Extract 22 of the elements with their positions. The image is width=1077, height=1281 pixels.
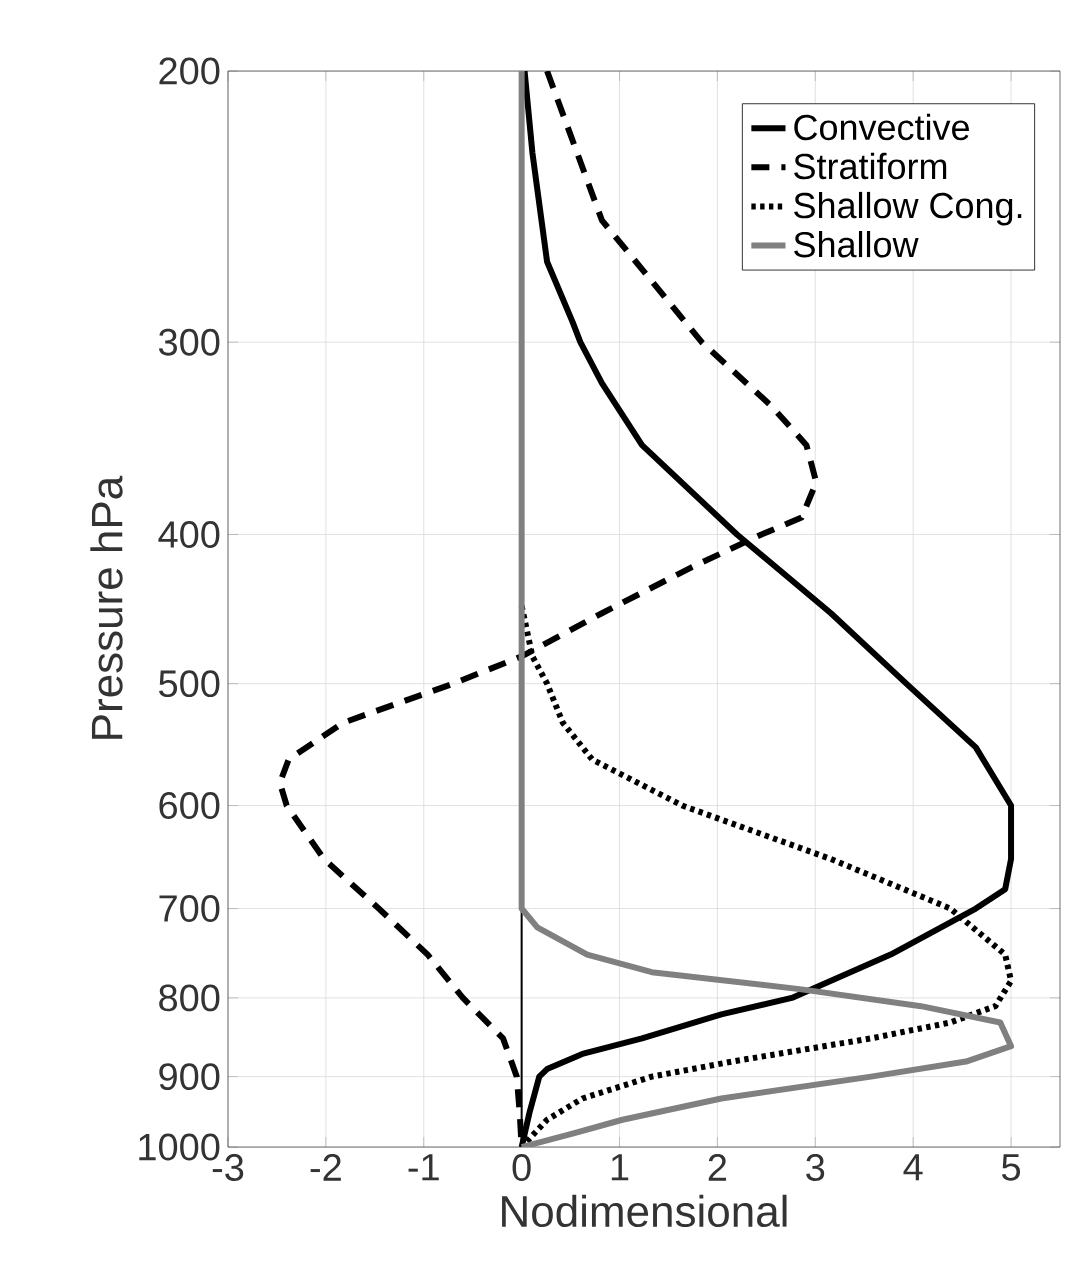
x-axis-title: Nodimensional (502, 1194, 787, 1228)
y-tick-label: 700 (159, 895, 220, 922)
legend-label: Shallow Cong. (794, 191, 1022, 226)
legend-label: Convective (794, 113, 969, 141)
y-axis-title: Pressure hPa (90, 475, 123, 739)
x-tick-label: -1 (408, 1154, 439, 1181)
x-tick-label: 2 (708, 1154, 727, 1181)
legend-label: Stratiform (794, 152, 947, 180)
x-tick-label: 5 (1001, 1154, 1021, 1181)
x-tick-label: 1 (611, 1154, 629, 1181)
y-tick-label: 600 (159, 792, 220, 819)
x-tick-label: -2 (310, 1154, 341, 1181)
x-tick-label: 3 (806, 1154, 825, 1182)
y-tick-label: 500 (159, 670, 220, 698)
legend-label: Shallow (794, 230, 919, 258)
y-tick-label: 300 (158, 328, 220, 356)
y-tick-label: 900 (159, 1063, 220, 1091)
y-tick-label: 200 (159, 57, 220, 85)
y-tick-label: 400 (158, 521, 220, 548)
x-tick-label: 4 (903, 1154, 923, 1181)
x-tick-label: 0 (512, 1154, 531, 1182)
y-tick-label: 800 (159, 984, 220, 1012)
